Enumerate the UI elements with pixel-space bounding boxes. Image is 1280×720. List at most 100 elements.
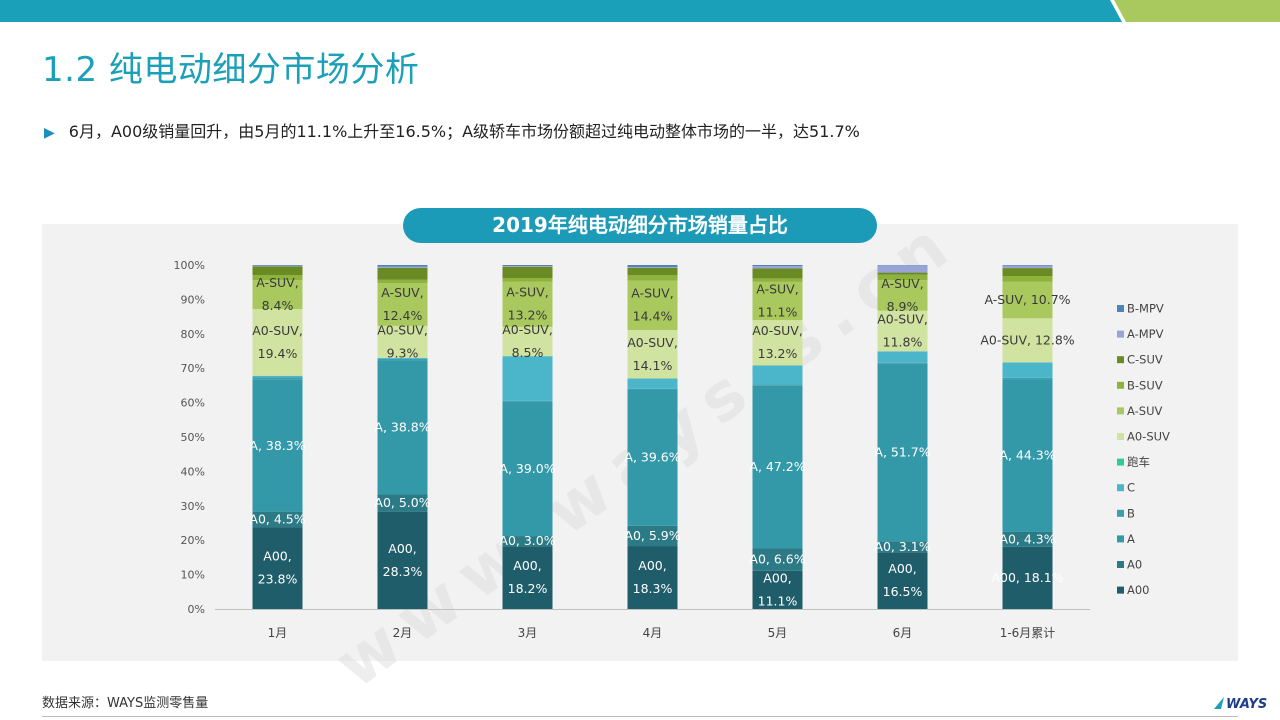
data-label: A0, 4.3% — [999, 531, 1055, 546]
chart-title: 2019年纯电动细分市场销量占比 — [403, 208, 877, 243]
bar-segment — [877, 280, 928, 311]
data-label: A, 47.2% — [749, 459, 805, 474]
bar-segment — [252, 511, 303, 528]
data-label: 16.5% — [883, 584, 923, 599]
bar-segment — [877, 363, 928, 542]
y-tick-label: 40% — [181, 465, 205, 478]
data-label: 11.1% — [758, 593, 798, 608]
bar-segment — [252, 265, 303, 266]
data-label: 13.2% — [508, 308, 548, 323]
bar-segment — [252, 266, 303, 275]
legend-label: B — [1127, 506, 1135, 520]
data-label: A00, — [888, 561, 916, 576]
data-label: A0, 3.1% — [874, 539, 930, 554]
bar-segment — [1002, 265, 1053, 266]
data-label: A0, 4.5% — [249, 511, 305, 526]
x-tick-label: 3月 — [518, 626, 538, 640]
legend-swatch — [1117, 458, 1124, 466]
bar-segment — [502, 266, 553, 279]
bar-segment — [1002, 531, 1053, 547]
bar-segment — [377, 511, 428, 609]
y-tick-label: 60% — [181, 397, 205, 410]
legend-swatch — [1117, 484, 1124, 492]
bar-segment — [877, 541, 928, 553]
logo-text: WAYS — [1226, 697, 1267, 712]
data-label: 14.4% — [633, 309, 673, 324]
bar-segment — [627, 389, 678, 526]
bar-segment — [252, 527, 303, 609]
data-label: 19.4% — [258, 346, 298, 361]
bar-segment — [1002, 546, 1053, 609]
data-label: 28.3% — [383, 564, 423, 579]
bar-segment — [627, 330, 678, 379]
bar-segment — [502, 401, 553, 537]
y-tick-label: 10% — [181, 569, 205, 582]
x-tick-label: 5月 — [768, 626, 788, 640]
bar-segment — [752, 278, 803, 282]
data-label: 11.8% — [883, 335, 923, 350]
bar-segment — [377, 494, 428, 512]
y-tick-label: 90% — [181, 293, 205, 306]
legend-swatch — [1117, 407, 1124, 415]
data-label: A0-SUV, — [627, 335, 678, 350]
data-label: 18.2% — [508, 581, 548, 596]
data-label: A-SUV, — [381, 285, 423, 300]
bar-segment — [1002, 268, 1053, 277]
data-label: A00, — [388, 541, 416, 556]
data-label: A-SUV, — [881, 276, 923, 291]
y-tick-label: 20% — [181, 534, 205, 547]
ways-logo: WAYS — [1214, 697, 1267, 712]
legend-swatch — [1117, 586, 1124, 594]
data-label: 11.1% — [758, 304, 798, 319]
bar-segment — [627, 388, 678, 390]
data-label: A0, 5.0% — [374, 495, 430, 510]
bar-segment — [252, 379, 303, 512]
bar-segment — [252, 309, 303, 376]
data-label: A-SUV, — [506, 285, 548, 300]
bar-segment — [877, 552, 928, 609]
bullet-point: ▶ 6月，A00级销量回升，由5月的11.1%上升至16.5%；A级轿车市场份额超… — [44, 118, 860, 142]
legend-swatch — [1117, 381, 1124, 389]
bar-segment — [752, 265, 803, 267]
bar-segment — [627, 275, 678, 281]
bar-segment — [252, 377, 303, 380]
bar-segment — [1002, 362, 1053, 378]
footer-divider — [42, 716, 1238, 717]
bar-segment — [877, 274, 928, 281]
bar-segment — [1002, 265, 1053, 269]
data-label: 14.1% — [633, 358, 673, 373]
bar-segment — [627, 546, 678, 609]
bar-segment — [377, 283, 428, 326]
bar-segment — [752, 281, 803, 321]
y-tick-label: 50% — [181, 431, 205, 444]
legend-swatch — [1117, 433, 1124, 440]
bar-segment — [877, 310, 928, 352]
legend-swatch — [1117, 305, 1124, 312]
bar-segment — [502, 356, 553, 401]
bar-segment — [502, 278, 553, 282]
data-label: 8.4% — [262, 298, 294, 313]
data-label: 8.9% — [887, 299, 919, 314]
x-tick-label: 6月 — [893, 626, 913, 640]
legend-label: A00 — [1127, 583, 1150, 597]
data-label: 13.2% — [758, 346, 798, 361]
data-label: A00, — [263, 549, 291, 564]
data-label: 23.8% — [258, 572, 298, 587]
bar-segment — [502, 326, 553, 357]
bar-segment — [377, 358, 428, 361]
bar-segment — [752, 570, 803, 609]
bar-segment — [502, 265, 553, 267]
data-label: A0-SUV, — [252, 323, 303, 338]
data-label: A-SUV, 10.7% — [984, 292, 1070, 307]
data-label: A00, 18.1% — [991, 570, 1063, 585]
bar-segment — [502, 536, 553, 547]
data-label: A00, — [513, 558, 541, 573]
data-label: A, 44.3% — [999, 448, 1055, 463]
bar-segment — [627, 280, 678, 331]
legend-label: B-MPV — [1127, 302, 1164, 316]
data-label: A, 38.8% — [374, 420, 430, 435]
data-label: A-SUV, — [256, 275, 298, 290]
bar-segment — [377, 265, 428, 267]
data-label: A0, 6.6% — [749, 551, 805, 566]
bar-segment — [752, 365, 803, 385]
